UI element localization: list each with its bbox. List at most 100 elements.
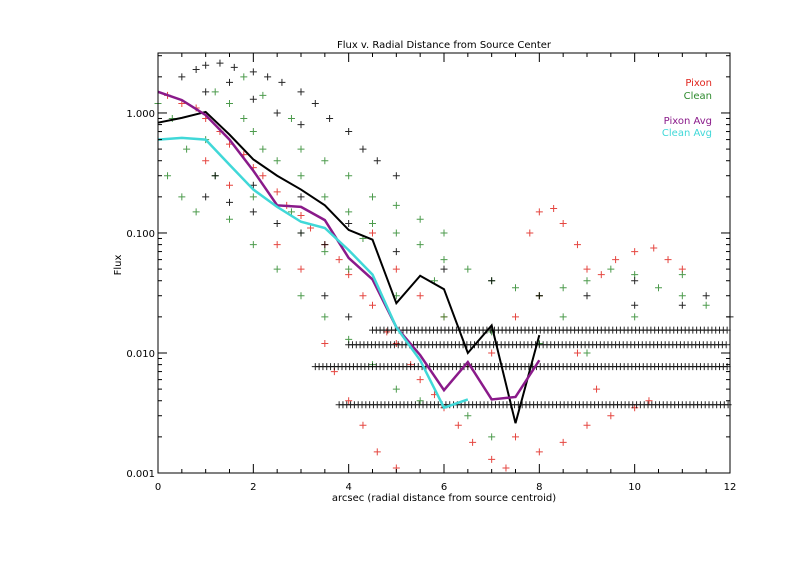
scatter-point-other <box>278 78 286 86</box>
scatter-point-pixon <box>535 208 543 216</box>
scatter-point-clean <box>211 88 219 96</box>
scatter-point-clean <box>559 313 567 321</box>
scatter-point-pixon <box>488 455 496 463</box>
scatter-point-clean <box>240 73 248 81</box>
scatter-point-pixon <box>297 265 305 273</box>
scatter-point-pixon <box>593 385 601 393</box>
row-point <box>723 326 731 334</box>
scatter-point-pixon <box>273 241 281 249</box>
scatter-point-pixon <box>345 397 353 405</box>
scatter-point-other <box>631 277 639 285</box>
row-point <box>724 401 732 409</box>
legend-clean-avg: Clean Avg <box>662 128 712 139</box>
scatter-point-pixon <box>373 448 381 456</box>
x-tick-label: 10 <box>628 482 641 493</box>
scatter-point-other <box>297 193 305 201</box>
scatter-point-other <box>702 292 710 300</box>
scatter-point-pixon <box>321 339 329 347</box>
scatter-point-pixon <box>583 421 591 429</box>
scatter-point-other <box>392 248 400 256</box>
plot-marks <box>154 59 734 472</box>
row-point <box>722 341 730 349</box>
scatter-point-clean <box>345 172 353 180</box>
scatter-point-other <box>345 313 353 321</box>
scatter-point-clean <box>392 229 400 237</box>
scatter-point-pixon <box>559 438 567 446</box>
scatter-point-pixon <box>259 172 267 180</box>
scatter-point-pixon <box>416 376 424 384</box>
scatter-point-pixon <box>297 211 305 219</box>
scatter-point-other <box>178 73 186 81</box>
x-tick-label: 12 <box>724 482 737 493</box>
scatter-point-pixon <box>550 204 558 212</box>
scatter-point-clean <box>559 284 567 292</box>
scatter-point-clean <box>631 271 639 279</box>
scatter-point-clean <box>512 284 519 292</box>
scatter-point-other <box>345 219 353 227</box>
scatter-point-clean <box>259 145 267 153</box>
scatter-point-clean <box>273 265 281 273</box>
scatter-point-pixon <box>369 301 376 309</box>
scatter-point-pixon <box>631 248 639 256</box>
scatter-point-pixon <box>359 421 367 429</box>
scatter-point-other <box>226 78 233 86</box>
scatter-point-clean <box>464 265 472 273</box>
scatter-point-clean <box>369 219 376 227</box>
scatter-point-other <box>230 63 238 71</box>
scatter-point-clean <box>369 193 376 201</box>
scatter-point-clean <box>631 313 639 321</box>
axes: 0 2 4 6 8 10 12 0.001 0.010 0.100 1.000 <box>126 52 737 493</box>
scatter-point-other <box>249 181 257 189</box>
scatter-point-other <box>297 88 305 96</box>
scatter-point-clean <box>678 292 686 300</box>
scatter-point-clean <box>440 229 448 237</box>
y-tick-label: 0.010 <box>126 349 155 360</box>
scatter-point-other <box>273 109 281 117</box>
scatter-point-other <box>211 172 219 180</box>
scatter-point-clean <box>287 114 295 122</box>
scatter-point-other <box>631 301 639 309</box>
scatter-point-clean <box>249 128 257 136</box>
scatter-point-other <box>583 292 591 300</box>
chart-title: Flux v. Radial Distance from Source Cent… <box>337 40 552 51</box>
scatter-point-other <box>202 193 210 201</box>
scatter-point-clean <box>226 215 233 223</box>
scatter-point-clean <box>297 292 305 300</box>
scatter-point-other <box>249 95 257 103</box>
scatter-point-clean <box>440 256 448 264</box>
scatter-point-pixon <box>535 448 543 456</box>
scatter-point-clean <box>583 349 591 357</box>
legend-pixon: Pixon <box>685 78 712 89</box>
scatter-point-clean <box>287 208 295 216</box>
scatter-point-clean <box>321 313 329 321</box>
scatter-point-clean <box>702 301 710 309</box>
scatter-point-other <box>488 277 496 285</box>
scatter-point-other <box>226 198 233 206</box>
scatter-point-clean <box>440 313 448 321</box>
scatter-point-clean <box>655 284 662 292</box>
scatter-point-pixon <box>226 181 233 189</box>
scatter-point-clean <box>416 397 424 405</box>
x-tick-label: 6 <box>441 482 447 493</box>
scatter-point-clean <box>416 215 424 223</box>
scatter-point-other <box>373 157 381 165</box>
y-axis-label: Flux <box>113 255 124 276</box>
scatter-point-pixon <box>645 397 653 405</box>
scatter-point-other <box>535 292 543 300</box>
x-tick-label: 4 <box>345 482 351 493</box>
scatter-point-other <box>297 121 305 129</box>
scatter-point-pixon <box>664 256 672 264</box>
scatter-point-clean <box>321 248 329 256</box>
scatter-point-pixon <box>202 157 210 165</box>
scatter-point-other <box>264 73 272 81</box>
scatter-point-pixon <box>359 292 367 300</box>
scatter-point-other <box>326 114 334 122</box>
scatter-point-other <box>249 208 257 216</box>
scatter-point-clean <box>321 193 329 201</box>
scatter-point-other <box>216 59 224 67</box>
scatter-point-pixon <box>392 265 400 273</box>
scatter-point-clean <box>164 172 172 180</box>
x-tick-label: 0 <box>155 482 161 493</box>
scatter-point-other <box>297 229 305 237</box>
